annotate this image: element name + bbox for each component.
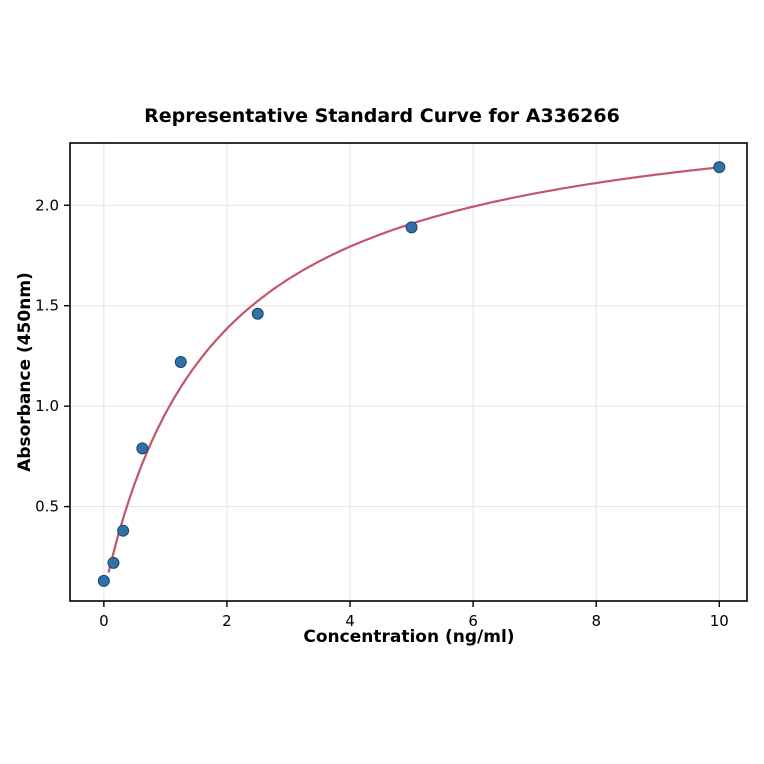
data-point (405, 221, 418, 234)
x-tick-label: 2 (222, 612, 232, 630)
x-tick-label: 0 (99, 612, 109, 630)
axes-box (69, 142, 748, 602)
y-tick-label: 2.0 (35, 196, 59, 214)
y-tick-label: 1.0 (35, 397, 59, 415)
data-point (136, 442, 149, 455)
chart-title: Representative Standard Curve for A33626… (144, 105, 620, 127)
data-point (174, 355, 187, 368)
y-axis-label: Absorbance (450nm) (15, 272, 35, 472)
data-point (107, 556, 120, 569)
x-tick-label: 6 (468, 612, 478, 630)
y-tick-label: 0.5 (35, 498, 59, 516)
y-tick-label: 1.5 (35, 297, 59, 315)
data-point (117, 524, 130, 537)
x-tick-label: 10 (710, 612, 729, 630)
data-point (97, 574, 110, 587)
x-tick-label: 4 (345, 612, 355, 630)
x-tick-label: 8 (591, 612, 601, 630)
x-axis-label: Concentration (ng/ml) (303, 627, 515, 647)
data-point (251, 307, 264, 320)
data-point (713, 161, 726, 174)
